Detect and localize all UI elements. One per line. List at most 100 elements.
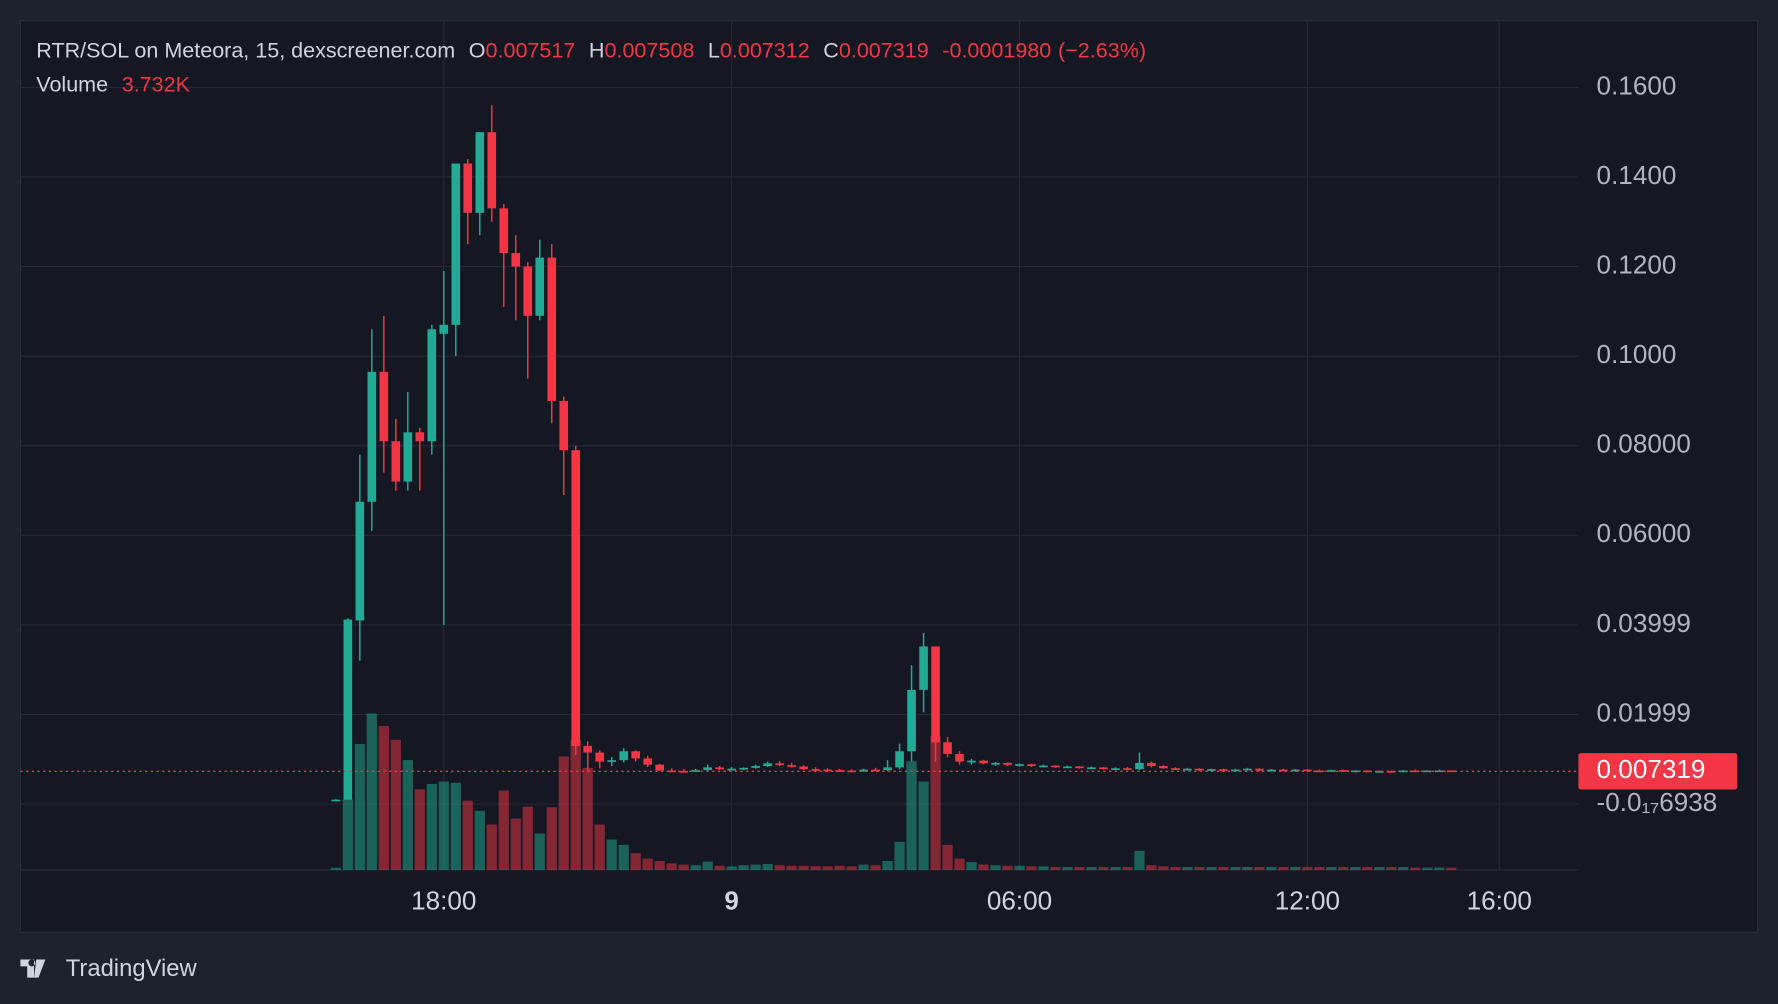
volume-bar [498,790,509,870]
candle-body [1363,770,1372,773]
candle-body [1195,768,1204,771]
y-tick-label: 0.06000 [1597,518,1691,548]
volume-bar [1338,866,1349,870]
volume-bar [1134,850,1145,870]
volume-bar [906,761,917,870]
volume-bar [846,866,857,870]
candle-body [463,163,473,213]
candle-body [715,767,724,770]
candle-body [703,767,712,771]
x-tick-label: 9 [724,886,739,916]
candle-body [1027,764,1036,767]
volume-bar [822,866,833,870]
candle-body [1111,768,1120,770]
volume-bar [942,844,953,870]
volume-bar [774,865,785,870]
volume-bar [1098,866,1109,870]
x-tick-label: 18:00 [411,886,476,916]
volume-bar [510,818,521,870]
volume-bar [1146,865,1157,870]
volume-bar [354,743,365,870]
candle-body [751,766,760,768]
volume-bar [1398,866,1409,870]
volume-bar [690,865,701,870]
volume-bar [1026,866,1037,870]
candle-body [391,441,401,482]
candle-body [1039,765,1048,768]
volume-bar [1122,866,1133,870]
volume-bar [378,726,389,870]
volume-bar [954,858,965,870]
volume-bar [966,862,977,870]
volume-bar [558,756,569,870]
volume-bar [1446,867,1457,870]
volume-bar [366,713,377,870]
volume-bar [1302,866,1313,870]
volume-bar [654,861,665,870]
h-value: 0.007508 [605,38,695,62]
candle-body [331,799,341,802]
candle-body [511,253,521,267]
candle-body [523,266,533,316]
candle-body [967,760,976,763]
volume-bar [1290,866,1301,870]
volume-bar [1170,866,1181,870]
volume-bar [810,866,821,870]
candle-body [739,767,748,770]
candle-body [787,765,796,767]
y-tick-label: 0.1400 [1597,160,1677,190]
candle-body [871,769,880,772]
h-key: H [589,38,605,62]
volume-bar [870,865,881,870]
candle-body [679,770,688,773]
candle-body [667,770,676,773]
candle-body [631,751,641,759]
candle-body [439,324,449,334]
candle-body [1183,768,1192,771]
volume-bar [414,789,425,870]
volume-bar [390,739,401,870]
candle-body [1231,769,1240,772]
volume-bar [1386,866,1397,870]
volume-bar [918,781,929,870]
o-value: 0.007517 [486,38,576,62]
volume-bar [1050,866,1061,870]
last-price-label: 0.007319 [1597,754,1706,784]
candle-body [979,760,988,764]
candle-body [1219,769,1228,771]
volume-bar [1206,866,1217,870]
volume-bar [1158,866,1169,870]
volume-bar [894,841,905,870]
candle-body [823,769,832,772]
volume-bar [438,781,449,870]
candle-body [487,132,497,209]
volume-bar [1362,866,1373,870]
volume-bar [534,833,545,870]
volume-bar [666,863,677,870]
candle-body [1087,767,1096,770]
volume-bar [834,865,845,870]
change: -0.0001980 [942,38,1051,62]
candle-body [1003,762,1012,765]
candle-body [1159,766,1168,769]
volume-bar [642,858,653,870]
candle-body [1375,770,1384,773]
candle-body [427,329,437,442]
candle-body [1015,764,1024,766]
volume-title: Volume [36,72,108,96]
candle-body [403,432,413,482]
volume-bar [1074,866,1085,870]
volume-bar [978,864,989,870]
candle-body [571,450,581,746]
candle-body [727,768,736,771]
candle-body [643,758,653,765]
candle-body [1123,768,1132,770]
candle-body [1099,767,1108,770]
candle-body [1279,769,1288,772]
legend: RTR/SOL on Meteora, 15, dexscreener.com O… [36,38,1146,62]
candle-body [583,745,593,753]
candle-body [559,400,569,451]
candle-body [883,767,892,771]
candle-body [1075,766,1084,769]
